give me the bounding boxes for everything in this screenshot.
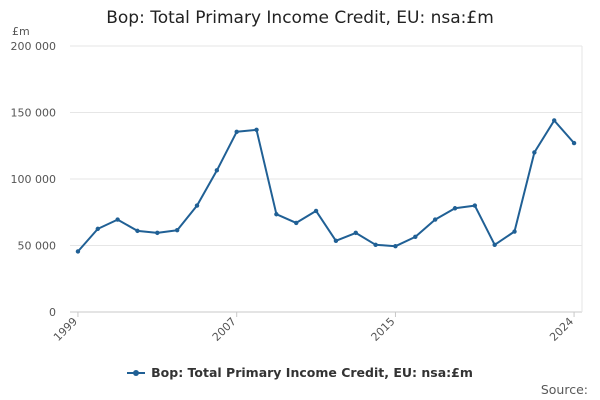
x-tick-label: 2024	[547, 315, 576, 344]
data-point	[512, 229, 517, 234]
data-point	[313, 208, 319, 214]
legend-swatch-dot	[133, 369, 140, 376]
x-tick-label: 2007	[210, 315, 239, 344]
data-point	[234, 129, 239, 134]
data-point	[432, 217, 438, 222]
legend-swatch	[127, 368, 146, 378]
data-point	[492, 242, 497, 248]
data-point	[294, 220, 299, 226]
x-tick-label: 2015	[369, 315, 398, 344]
data-point	[174, 228, 180, 233]
data-point	[452, 206, 458, 211]
data-point	[155, 230, 160, 236]
chart-title: Bop: Total Primary Income Credit, EU: ns…	[106, 8, 494, 28]
data-point	[353, 230, 358, 236]
data-point	[373, 242, 378, 248]
data-point	[274, 212, 279, 217]
data-point	[532, 150, 537, 155]
data-point	[413, 234, 418, 240]
y-tick-label: 100 000	[11, 173, 57, 186]
legend-label: Bop: Total Primary Income Credit, EU: ns…	[151, 365, 473, 380]
data-point	[254, 127, 259, 132]
data-point	[333, 238, 339, 244]
series-line	[77, 119, 575, 253]
data-point	[95, 226, 100, 232]
data-point	[214, 168, 220, 173]
legend: Bop: Total Primary Income Credit, EU: ns…	[0, 365, 600, 380]
data-point	[393, 243, 398, 249]
data-point	[115, 217, 120, 222]
data-point	[194, 203, 200, 208]
data-point	[472, 203, 478, 208]
data-point	[75, 249, 81, 254]
y-tick-label: 0	[49, 306, 56, 319]
data-point	[552, 118, 557, 123]
y-tick-label: 150 000	[11, 107, 57, 120]
data-point	[135, 228, 140, 234]
y-tick-label: 200 000	[11, 40, 57, 53]
data-point	[571, 140, 577, 146]
y-tick-label: 50 000	[18, 240, 57, 253]
x-tick-label: 1999	[51, 315, 80, 344]
y-axis-label: £m	[12, 25, 30, 38]
source-label: Source:	[540, 382, 588, 397]
